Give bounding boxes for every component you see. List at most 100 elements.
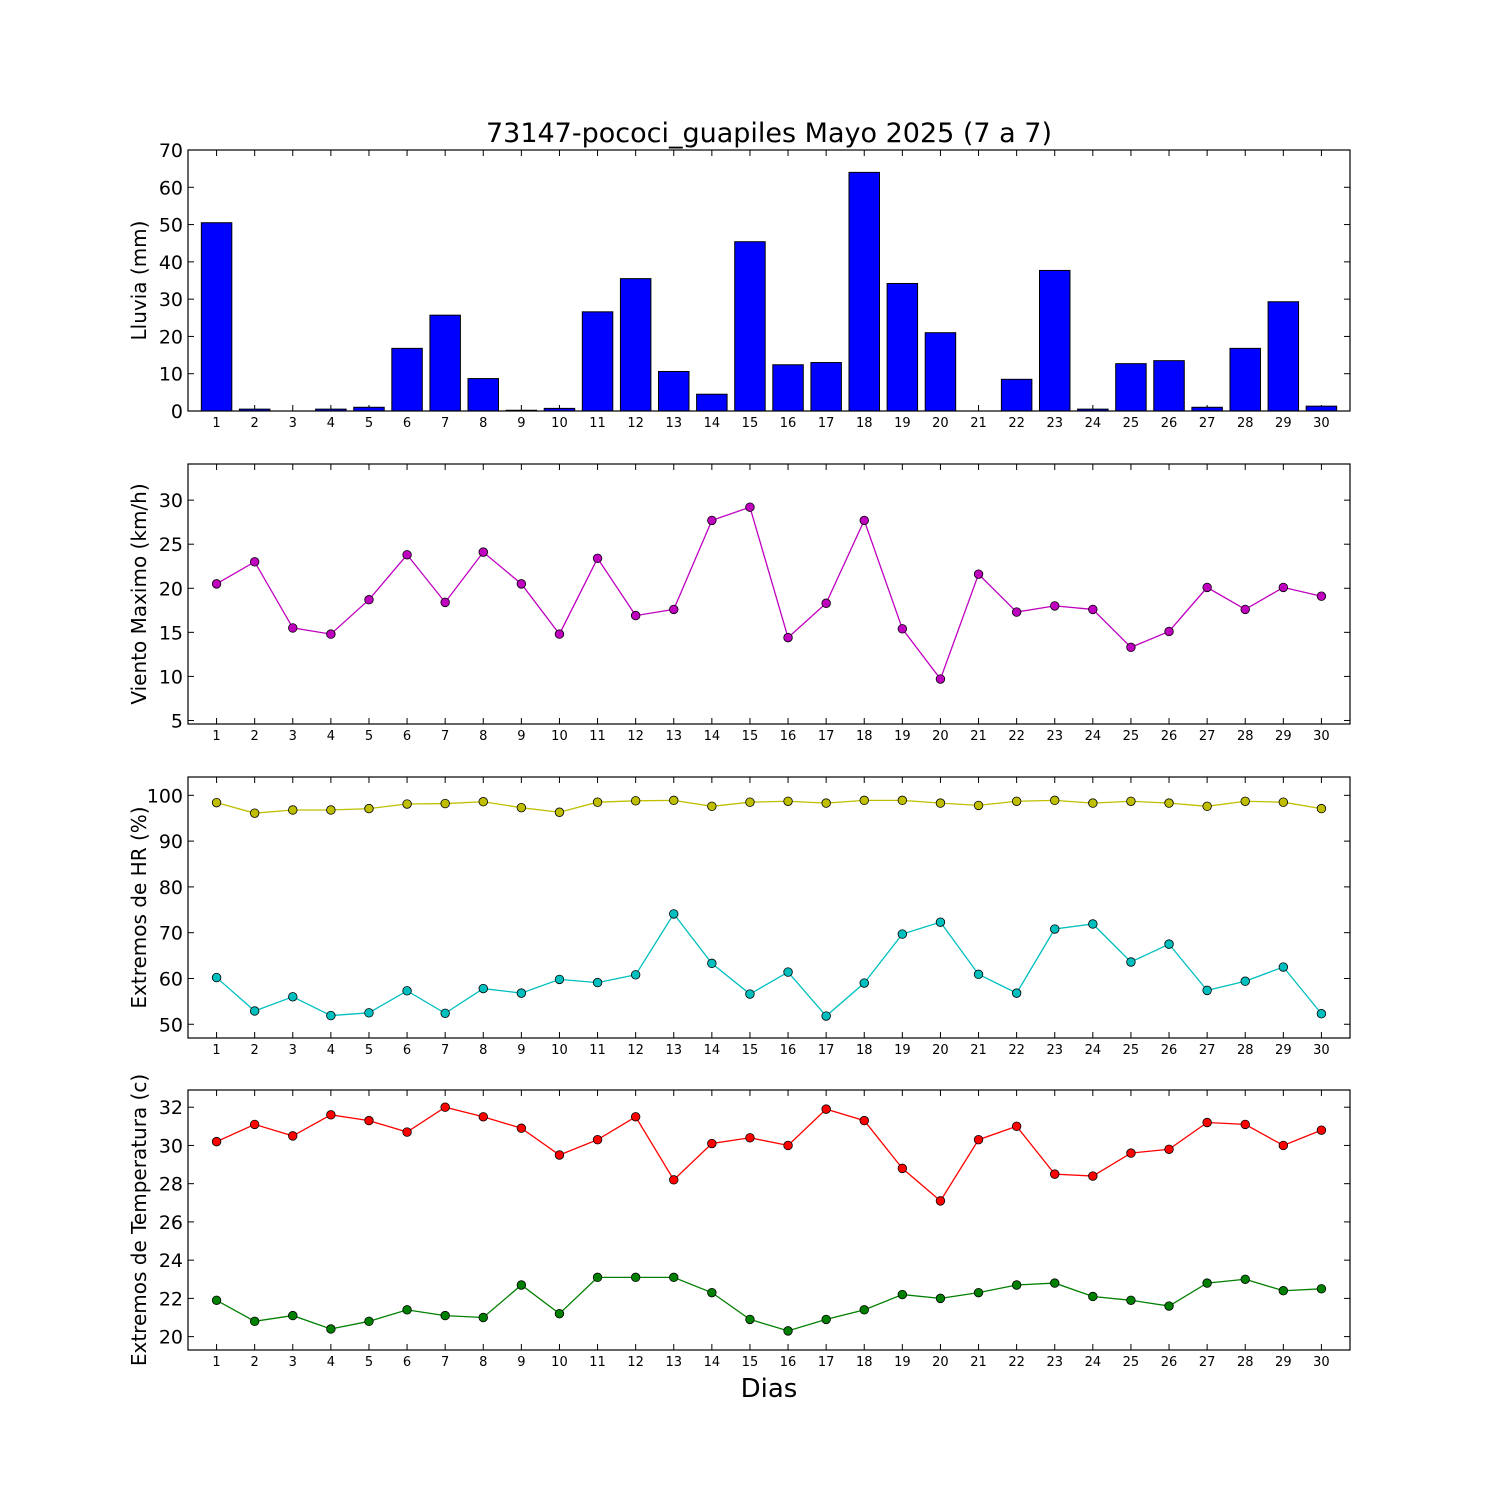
- point-series-0-day-12: [630, 796, 641, 806]
- point-series-0-day-2: [249, 557, 260, 567]
- point-series-0-day-3: [288, 805, 298, 815]
- point-series-0-day-22: [1011, 607, 1022, 617]
- x-tick-label: 24: [1085, 729, 1102, 744]
- bar-day-23: [1038, 269, 1071, 412]
- bar-day-6: [391, 347, 423, 412]
- x-tick-label: 18: [856, 729, 873, 744]
- point-series-1-day-14: [707, 958, 717, 969]
- point-series-1-day-14: [707, 1287, 717, 1298]
- x-tick-label: 17: [818, 1043, 835, 1058]
- x-tick-label: 14: [704, 729, 721, 744]
- point-series-1-day-29: [1278, 962, 1289, 972]
- point-series-0-day-28: [1240, 1119, 1250, 1130]
- x-tick-label: 13: [665, 416, 682, 431]
- point-series-0-day-18: [859, 515, 869, 526]
- x-tick-label: 26: [1161, 729, 1178, 744]
- x-tick-label: 22: [1008, 1355, 1025, 1370]
- x-tick-label: 9: [517, 1043, 525, 1058]
- bar-day-26: [1153, 360, 1185, 412]
- x-tick-label: 22: [1008, 416, 1025, 431]
- x-tick-label: 12: [627, 729, 644, 744]
- chart-title: 73147-pococi_guapiles Mayo 2025 (7 a 7): [486, 118, 1052, 149]
- plot-frame: [187, 776, 1351, 1039]
- x-tick-label: 29: [1275, 729, 1292, 744]
- point-series-1-day-6: [402, 1305, 412, 1315]
- point-series-0-day-5: [364, 803, 374, 814]
- x-tick-label: 18: [856, 1355, 873, 1370]
- x-tick-label: 26: [1161, 1043, 1178, 1058]
- point-series-0-day-22: [1011, 1121, 1022, 1132]
- x-tick-label: 2: [251, 1355, 259, 1370]
- point-series-1-day-23: [1050, 924, 1060, 934]
- bar-day-16: [772, 364, 804, 412]
- x-tick-label: 17: [818, 729, 835, 744]
- bar-day-18: [848, 171, 880, 412]
- point-series-0-day-14: [707, 515, 717, 526]
- x-tick-label: 8: [479, 1355, 487, 1370]
- point-series-1-day-22: [1011, 988, 1022, 998]
- point-series-1-day-5: [364, 1316, 374, 1327]
- point-series-0-day-15: [745, 502, 755, 512]
- point-series-0-day-16: [783, 1140, 793, 1151]
- x-tick-label: 11: [589, 416, 606, 431]
- x-tick-label: 25: [1123, 1043, 1140, 1058]
- x-tick-label: 22: [1008, 1043, 1025, 1058]
- x-tick-label: 30: [1313, 729, 1330, 744]
- x-tick-label: 2: [251, 416, 259, 431]
- y-tick-label: 20: [159, 578, 183, 600]
- point-series-1-day-26: [1164, 1301, 1174, 1311]
- point-series-0-day-25: [1126, 642, 1136, 653]
- x-tick-label: 10: [551, 1355, 568, 1370]
- x-tick-label: 6: [403, 729, 411, 744]
- x-tick-label: 26: [1161, 416, 1178, 431]
- x-tick-label: 13: [665, 729, 682, 744]
- point-series-0-day-22: [1011, 796, 1022, 806]
- x-tick-label: 4: [327, 416, 335, 431]
- x-tick-label: 30: [1313, 1355, 1330, 1370]
- x-tick-label: 6: [403, 1355, 411, 1370]
- point-series-1-day-8: [478, 983, 488, 994]
- x-tick-label: 26: [1161, 1355, 1178, 1370]
- x-tick-label: 24: [1085, 416, 1102, 431]
- x-tick-label: 4: [327, 1355, 335, 1370]
- bar-day-20: [924, 332, 957, 412]
- x-tick-label: 10: [551, 1043, 568, 1058]
- y-tick-label: 26: [159, 1212, 183, 1234]
- point-series-1-day-16: [783, 967, 793, 977]
- x-tick-label: 20: [932, 416, 949, 431]
- x-tick-label: 10: [551, 416, 568, 431]
- x-tick-label: 21: [970, 416, 987, 431]
- x-tick-label: 16: [780, 416, 797, 431]
- point-series-0-day-23: [1050, 601, 1060, 611]
- x-tick-label: 21: [970, 729, 987, 744]
- x-tick-label: 7: [441, 416, 449, 431]
- x-tick-label: 2: [251, 729, 259, 744]
- x-tick-label: 4: [327, 1043, 335, 1058]
- point-series-0-day-21: [973, 800, 984, 811]
- bar-day-17: [810, 362, 842, 412]
- y-tick-label: 0: [171, 401, 183, 423]
- x-tick-label: 28: [1237, 1355, 1254, 1370]
- point-series-1-day-15: [745, 1314, 755, 1325]
- point-series-0-day-11: [592, 553, 603, 564]
- point-series-0-day-20: [935, 1196, 946, 1206]
- x-tick-label: 20: [932, 1355, 949, 1370]
- y-tick-label: 60: [159, 177, 183, 199]
- point-series-1-day-19: [897, 929, 908, 939]
- x-tick-label: 23: [1046, 1355, 1063, 1370]
- x-axis-label: Dias: [741, 1374, 798, 1404]
- bar-day-7: [429, 314, 461, 412]
- x-tick-label: 15: [742, 1043, 759, 1058]
- bar-day-30: [1305, 405, 1338, 412]
- point-series-1-day-26: [1164, 939, 1174, 949]
- x-tick-label: 24: [1085, 1355, 1102, 1370]
- x-tick-label: 7: [441, 729, 449, 744]
- x-tick-label: 16: [780, 1043, 797, 1058]
- x-tick-label: 5: [365, 416, 373, 431]
- bar-day-25: [1115, 363, 1147, 412]
